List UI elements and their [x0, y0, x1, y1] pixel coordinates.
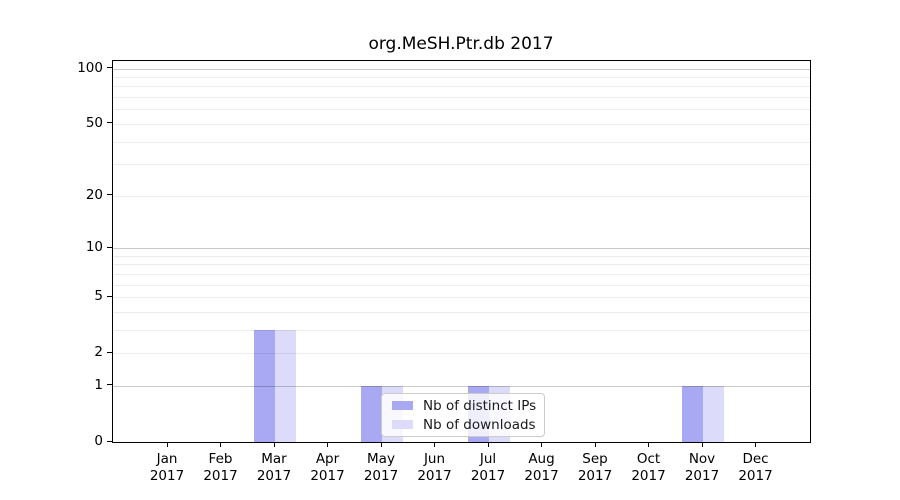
year-label: 2017	[470, 467, 506, 484]
year-label: 2017	[738, 467, 773, 484]
x-tick-mark	[541, 442, 542, 447]
year-label: 2017	[417, 467, 452, 484]
x-tick-label-sep: Sep 2017	[568, 451, 622, 484]
gridline-minor	[113, 273, 810, 275]
y-tick-label: 2	[94, 344, 103, 361]
x-tick-label-jan: Jan 2017	[140, 451, 194, 484]
bar-downloads	[275, 329, 296, 442]
month-label: Nov	[688, 451, 716, 467]
month-label: May	[367, 451, 395, 467]
x-tick-label-nov: Nov 2017	[675, 451, 729, 484]
year-label: 2017	[363, 467, 399, 484]
x-tick-label-jul: Jul 2017	[461, 451, 515, 484]
y-tick-label: 10	[85, 239, 103, 255]
gridline-minor	[113, 77, 810, 79]
bar-downloads	[703, 385, 724, 442]
gridline-minor	[113, 297, 810, 299]
gridline-major	[113, 248, 810, 249]
x-tick-mark	[648, 442, 649, 447]
y-tick-label: 1	[94, 376, 103, 393]
x-tick-label-may: May 2017	[354, 451, 408, 484]
legend-label-downloads: Nb of downloads	[423, 416, 536, 433]
gridline-minor	[113, 109, 810, 111]
year-label: 2017	[310, 467, 345, 484]
month-label: Feb	[208, 451, 233, 467]
bar-distinct-ips	[254, 329, 275, 442]
month-label: Apr	[315, 451, 340, 467]
y-tick-mark	[107, 440, 112, 442]
gridline-minor	[113, 284, 810, 286]
y-tick-mark	[107, 384, 112, 386]
y-tick-mark	[107, 246, 112, 248]
legend: Nb of distinct IPs Nb of downloads	[381, 393, 545, 437]
x-tick-label-oct: Oct 2017	[622, 451, 676, 484]
x-tick-mark	[755, 442, 756, 447]
legend-swatch-downloads	[392, 419, 413, 430]
x-tick-mark	[594, 442, 596, 447]
x-tick-mark	[166, 442, 168, 447]
gridline-minor	[113, 86, 810, 88]
y-tick-label: 50	[85, 114, 103, 131]
gridline-minor	[113, 311, 810, 313]
legend-row-distinct-ips: Nb of distinct IPs	[392, 396, 538, 415]
y-tick-mark	[107, 67, 112, 69]
x-tick-mark	[701, 442, 703, 447]
x-tick-mark	[273, 442, 275, 447]
plot-area	[112, 60, 811, 443]
gridline-minor	[113, 141, 810, 143]
x-tick-mark	[220, 442, 221, 447]
gridline-minor	[113, 97, 810, 99]
y-tick-label: 100	[77, 59, 103, 76]
month-label: Oct	[636, 451, 661, 467]
year-label: 2017	[256, 467, 292, 484]
x-tick-label-dec: Dec 2017	[729, 451, 783, 484]
month-label: Sep	[582, 451, 608, 467]
gridline-minor	[113, 123, 810, 125]
gridline-minor	[113, 195, 810, 197]
chart-title: org.MeSH.Ptr.db 2017	[368, 34, 554, 54]
gridline-minor	[113, 329, 810, 331]
year-label: 2017	[203, 467, 238, 484]
month-label: Jan	[156, 451, 178, 467]
x-tick-mark	[327, 442, 328, 447]
bar-distinct-ips	[682, 385, 703, 442]
x-tick-mark	[434, 442, 435, 447]
y-tick-mark	[107, 194, 112, 196]
x-tick-label-apr: Apr 2017	[301, 451, 355, 484]
month-label: Jul	[479, 451, 497, 467]
year-label: 2017	[631, 467, 666, 484]
y-tick-label: 20	[85, 186, 103, 203]
x-tick-label-feb: Feb 2017	[194, 451, 248, 484]
y-tick-label: 0	[94, 433, 103, 449]
x-tick-mark	[487, 442, 489, 447]
y-tick-mark	[107, 295, 112, 297]
month-label: Mar	[261, 451, 287, 467]
x-tick-label-aug: Aug 2017	[515, 451, 569, 484]
month-label: Aug	[528, 451, 555, 467]
legend-label-distinct-ips: Nb of distinct IPs	[423, 397, 537, 414]
gridline-minor	[113, 353, 810, 355]
year-label: 2017	[684, 467, 720, 484]
y-tick-mark	[107, 122, 112, 124]
legend-row-downloads: Nb of downloads	[392, 415, 538, 434]
legend-swatch-distinct-ips	[392, 400, 413, 411]
gridline-minor	[113, 164, 810, 166]
year-label: 2017	[577, 467, 613, 484]
gridline-minor	[113, 264, 810, 266]
x-tick-label-mar: Mar 2017	[247, 451, 301, 484]
month-label: Jun	[423, 451, 446, 467]
year-label: 2017	[524, 467, 559, 484]
x-tick-label-jun: Jun 2017	[408, 451, 462, 484]
x-tick-mark	[380, 442, 382, 447]
gridline-minor	[113, 255, 810, 257]
month-label: Dec	[742, 451, 769, 467]
gridline-major	[113, 68, 810, 70]
year-label: 2017	[149, 467, 185, 484]
y-tick-label: 5	[94, 288, 103, 305]
bar-distinct-ips	[361, 385, 382, 442]
y-tick-mark	[107, 351, 112, 353]
gridline-major	[113, 385, 810, 387]
